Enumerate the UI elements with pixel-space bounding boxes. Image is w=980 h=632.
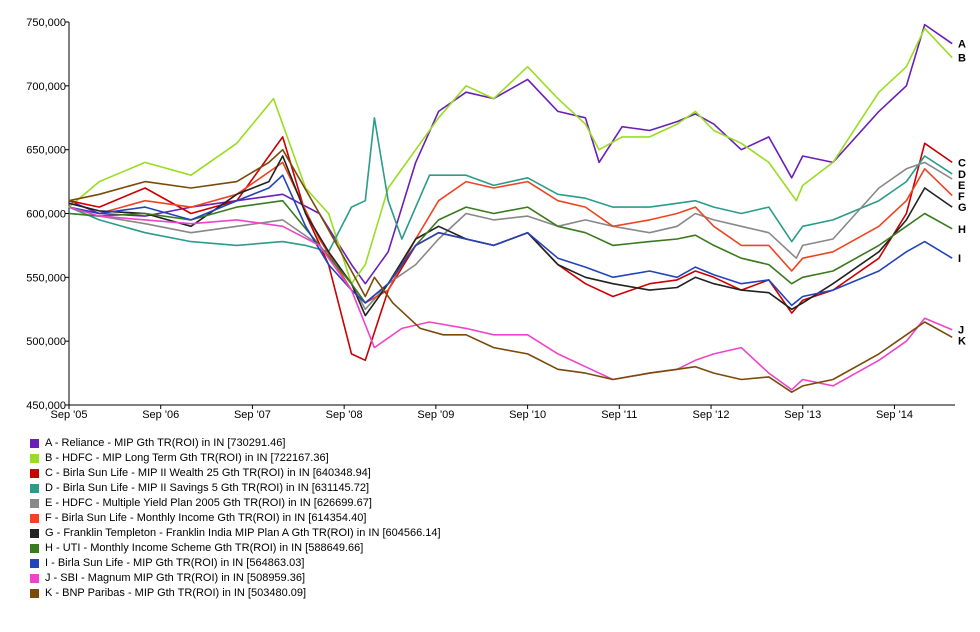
legend-label: J - SBI - Magnum MIP Gth TR(ROI) in IN [… [45, 572, 306, 584]
legend-swatch [30, 454, 39, 463]
legend-swatch [30, 499, 39, 508]
series-line-f [68, 161, 953, 304]
legend-item-d: D - Birla Sun Life - MIP II Savings 5 Gt… [30, 481, 441, 496]
legend-item-b: B - HDFC - MIP Long Term Gth TR(ROI) in … [30, 451, 441, 466]
legend-label: D - Birla Sun Life - MIP II Savings 5 Gt… [45, 482, 370, 494]
legend-swatch [30, 439, 39, 448]
legend-swatch [30, 514, 39, 523]
chart-area: 750,000 700,000 650,000 600,000 550,000 500,0… [26, 17, 967, 421]
legend-item-f: F - Birla Sun Life - Monthly Income Gth … [30, 511, 441, 526]
y-tick-label: 650,000 [26, 145, 66, 157]
series-line-c [68, 136, 953, 362]
y-tick-label: 450,000 [26, 400, 66, 412]
y-tick-label: 500,000 [26, 336, 66, 348]
series-line-j [68, 206, 953, 391]
series-end-label-d: D [958, 169, 966, 181]
legend-label: G - Franklin Templeton - Franklin India … [45, 527, 441, 539]
x-tick-label: Sep '09 [417, 409, 454, 421]
series-end-label-k: K [958, 336, 966, 348]
x-tick-label: Sep '05 [51, 409, 88, 421]
legend-label: F - Birla Sun Life - Monthly Income Gth … [45, 512, 367, 524]
series-end-label-j: J [958, 325, 964, 337]
y-tick-label: 550,000 [26, 272, 66, 284]
series-line-a [68, 23, 953, 285]
legend-swatch [30, 469, 39, 478]
legend-swatch [30, 574, 39, 583]
legend-item-a: A - Reliance - MIP Gth TR(ROI) in IN [73… [30, 436, 441, 451]
series-line-b [68, 27, 953, 285]
legend-label: E - HDFC - Multiple Yield Plan 2005 Gth … [45, 497, 372, 509]
series-line-i [68, 174, 953, 307]
legend-item-h: H - UTI - Monthly Income Scheme Gth TR(R… [30, 541, 441, 556]
series-line-d [68, 117, 953, 253]
x-tick-label: Sep '08 [326, 409, 363, 421]
legend-swatch [30, 559, 39, 568]
series-line-g [68, 155, 953, 317]
y-tick-label: 700,000 [26, 81, 66, 93]
legend-item-g: G - Franklin Templeton - Franklin India … [30, 526, 441, 541]
series-end-label-g: G [958, 202, 967, 214]
series-end-label-h: H [958, 224, 966, 236]
legend-swatch [30, 529, 39, 538]
series-end-label-f: F [958, 191, 965, 203]
x-tick-label: Sep '10 [509, 409, 546, 421]
x-tick-label: Sep '12 [693, 409, 730, 421]
legend-item-c: C - Birla Sun Life - MIP II Wealth 25 Gt… [30, 466, 441, 481]
legend: A - Reliance - MIP Gth TR(ROI) in IN [73… [30, 436, 441, 601]
legend-item-k: K - BNP Paribas - MIP Gth TR(ROI) in IN … [30, 586, 441, 601]
x-tick-label: Sep '07 [234, 409, 271, 421]
legend-swatch [30, 484, 39, 493]
legend-label: C - Birla Sun Life - MIP II Wealth 25 Gt… [45, 467, 371, 479]
line-chart: 750,000 700,000 650,000 600,000 550,000 500,0… [26, 17, 967, 421]
series-line-h [68, 199, 953, 304]
x-tick-label: Sep '14 [876, 409, 913, 421]
legend-label: I - Birla Sun Life - MIP Gth TR(ROI) in … [45, 557, 305, 569]
x-tick-label: Sep '13 [784, 409, 821, 421]
legend-item-e: E - HDFC - Multiple Yield Plan 2005 Gth … [30, 496, 441, 511]
series-end-label-c: C [958, 157, 966, 169]
y-tick-label: 750,000 [26, 17, 66, 29]
x-tick-label: Sep '06 [142, 409, 179, 421]
series-end-label-i: I [958, 253, 961, 265]
legend-swatch [30, 544, 39, 553]
series-end-label-e: E [958, 180, 965, 192]
legend-item-i: I - Birla Sun Life - MIP Gth TR(ROI) in … [30, 556, 441, 571]
legend-label: A - Reliance - MIP Gth TR(ROI) in IN [73… [45, 437, 286, 449]
legend-item-j: J - SBI - Magnum MIP Gth TR(ROI) in IN [… [30, 571, 441, 586]
series-end-label-b: B [958, 53, 966, 65]
series-line-k [68, 148, 953, 394]
legend-label: H - UTI - Monthly Income Scheme Gth TR(R… [45, 542, 364, 554]
legend-label: K - BNP Paribas - MIP Gth TR(ROI) in IN … [45, 587, 307, 599]
x-tick-label: Sep '11 [601, 409, 637, 421]
legend-swatch [30, 589, 39, 598]
y-tick-label: 600,000 [26, 209, 66, 221]
series-end-label-a: A [958, 39, 966, 51]
legend-label: B - HDFC - MIP Long Term Gth TR(ROI) in … [45, 452, 329, 464]
